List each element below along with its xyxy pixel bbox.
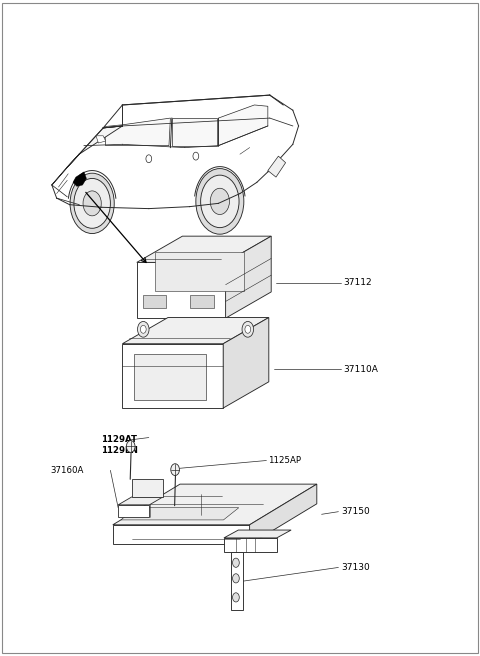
Text: 1129AT: 1129AT (101, 435, 137, 444)
Polygon shape (52, 154, 79, 185)
Circle shape (138, 321, 149, 337)
Polygon shape (113, 525, 250, 544)
Circle shape (83, 191, 101, 216)
Polygon shape (118, 497, 163, 505)
Polygon shape (134, 354, 206, 400)
Text: 37130: 37130 (341, 563, 370, 572)
Polygon shape (121, 508, 239, 520)
Circle shape (232, 558, 239, 567)
Polygon shape (223, 318, 269, 408)
Polygon shape (105, 118, 170, 146)
Polygon shape (218, 105, 268, 146)
Circle shape (74, 178, 110, 228)
Text: 1125AP: 1125AP (268, 456, 301, 465)
Circle shape (70, 173, 114, 234)
Polygon shape (113, 484, 317, 525)
Circle shape (232, 593, 239, 602)
Polygon shape (224, 538, 276, 552)
Polygon shape (96, 136, 106, 143)
Polygon shape (137, 262, 226, 318)
Polygon shape (190, 295, 214, 308)
Polygon shape (122, 318, 269, 344)
Circle shape (193, 152, 199, 160)
Circle shape (242, 321, 253, 337)
Polygon shape (268, 156, 286, 177)
Circle shape (245, 325, 251, 333)
Circle shape (210, 188, 229, 215)
Polygon shape (226, 236, 271, 318)
Circle shape (201, 175, 239, 228)
Polygon shape (155, 252, 244, 291)
Polygon shape (172, 118, 217, 146)
Polygon shape (250, 484, 317, 544)
Polygon shape (132, 480, 163, 497)
Polygon shape (118, 505, 149, 517)
Circle shape (171, 464, 180, 476)
Polygon shape (67, 126, 122, 167)
Circle shape (126, 441, 135, 453)
Text: 37160A: 37160A (50, 466, 84, 475)
Text: 37112: 37112 (343, 278, 372, 287)
Circle shape (196, 169, 244, 234)
Circle shape (140, 325, 146, 333)
Polygon shape (122, 344, 223, 408)
Text: 1129EN: 1129EN (101, 445, 138, 455)
Text: 37110A: 37110A (343, 365, 378, 374)
Polygon shape (143, 295, 166, 308)
Text: 37150: 37150 (341, 507, 370, 516)
Circle shape (146, 155, 152, 163)
Circle shape (232, 574, 239, 583)
Polygon shape (137, 236, 271, 262)
Polygon shape (73, 172, 86, 186)
Polygon shape (231, 552, 242, 610)
Polygon shape (224, 530, 291, 538)
